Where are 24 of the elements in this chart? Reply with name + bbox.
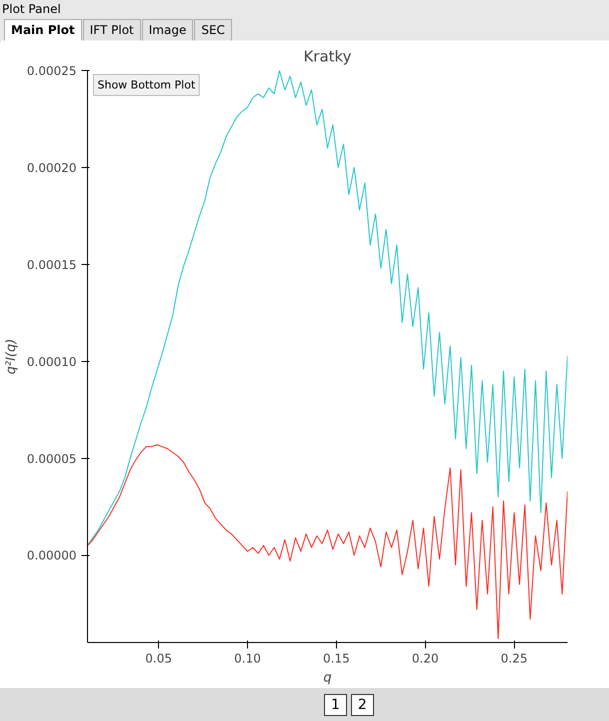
y-tick-label: 0.00025: [26, 64, 76, 78]
y-tick-label: 0.00010: [26, 354, 76, 369]
x-tick-label: 0.20: [412, 652, 439, 666]
text: Plot Panel: [1, 1, 62, 18]
text: IFT Plot: [82, 19, 141, 42]
x-tick-label: 0.05: [145, 652, 172, 666]
y-tick-label: 0.00015: [26, 258, 76, 272]
text: 2: [350, 694, 374, 716]
y-tick-label: 0.00005: [26, 452, 76, 466]
text: SEC: [194, 19, 232, 42]
line-series: [88, 70, 568, 546]
text: Main Plot: [4, 19, 82, 42]
y-axis-title: q²I(q): [4, 338, 19, 374]
x-axis-title: q: [323, 670, 332, 686]
y-tick-label: 0.00020: [26, 160, 76, 175]
annotation: Show Bottom Plot: [98, 78, 196, 92]
x-tick-label: 0.10: [234, 652, 261, 666]
line-series: [88, 444, 568, 640]
x-tick-label: 0.15: [323, 652, 350, 666]
text: 1: [324, 694, 347, 716]
chart-title: Kratky: [303, 48, 352, 66]
x-tick-label: 0.25: [500, 652, 528, 666]
y-tick-label: 0.00000: [26, 548, 76, 563]
text: Image: [142, 19, 194, 42]
